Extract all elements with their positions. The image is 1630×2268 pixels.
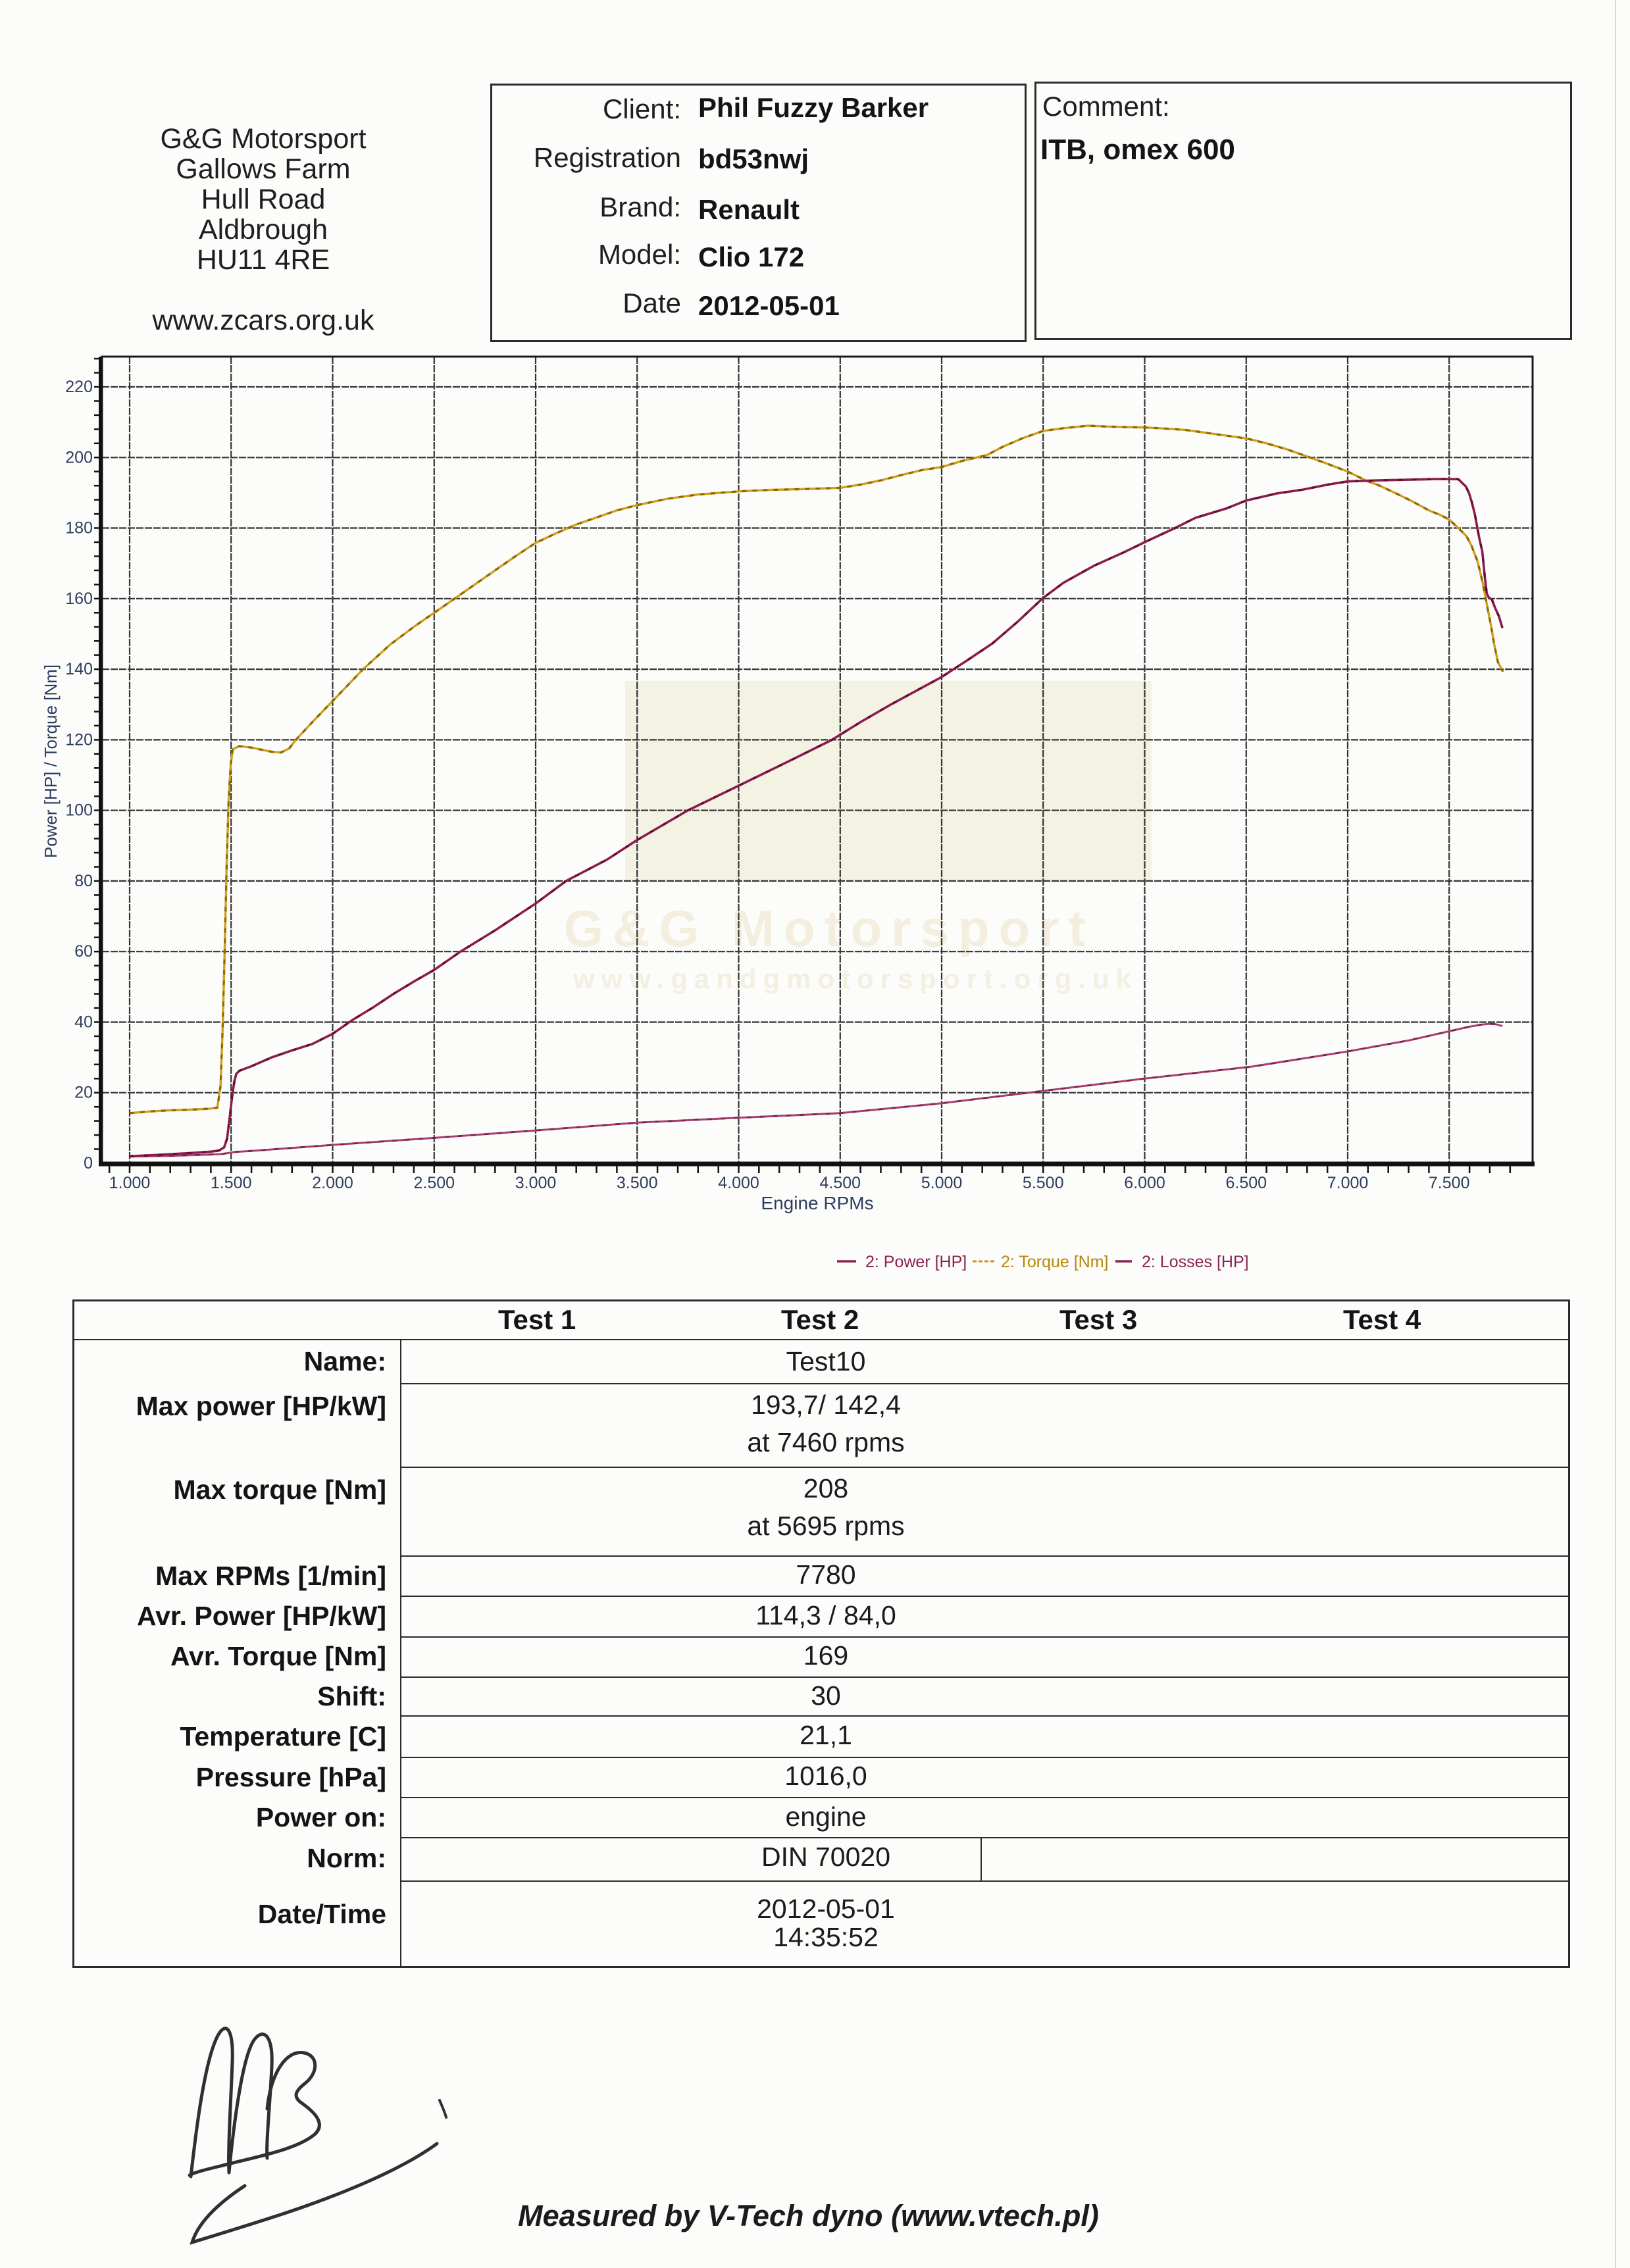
svg-text:3.000: 3.000 — [515, 1174, 557, 1192]
svg-text:140: 140 — [65, 660, 93, 678]
svg-text:60: 60 — [74, 942, 93, 961]
svg-text:120: 120 — [65, 730, 93, 749]
svg-text:80: 80 — [74, 872, 93, 890]
svg-text:6.500: 6.500 — [1226, 1174, 1267, 1192]
svg-text:5.000: 5.000 — [921, 1174, 963, 1192]
svg-text:4.000: 4.000 — [718, 1174, 759, 1192]
svg-text:100: 100 — [65, 801, 93, 820]
svg-text:7.500: 7.500 — [1429, 1174, 1470, 1192]
svg-text:6.000: 6.000 — [1124, 1174, 1165, 1192]
svg-text:www.gandgmotorsport.org.uk: www.gandgmotorsport.org.uk — [573, 963, 1138, 994]
svg-text:5.500: 5.500 — [1023, 1174, 1064, 1192]
svg-text:200: 200 — [65, 448, 93, 466]
svg-text:1.000: 1.000 — [109, 1174, 151, 1192]
svg-text:20: 20 — [74, 1084, 93, 1102]
svg-text:Engine RPMs: Engine RPMs — [761, 1193, 873, 1213]
svg-text:G&G Motorsport: G&G Motorsport — [564, 899, 1095, 957]
svg-text:0: 0 — [84, 1154, 93, 1172]
svg-text:1.500: 1.500 — [211, 1174, 252, 1192]
svg-text:4.500: 4.500 — [820, 1174, 861, 1192]
svg-text:2.500: 2.500 — [414, 1174, 455, 1192]
svg-text:2: Power [HP]: 2: Power [HP] — [865, 1253, 967, 1271]
svg-text:180: 180 — [65, 519, 93, 538]
svg-text:2: Torque [Nm]: 2: Torque [Nm] — [1001, 1253, 1109, 1271]
svg-text:7.000: 7.000 — [1327, 1174, 1369, 1192]
svg-text:220: 220 — [65, 378, 93, 396]
svg-text:2.000: 2.000 — [312, 1174, 353, 1192]
svg-text:3.500: 3.500 — [617, 1174, 658, 1192]
svg-text:160: 160 — [65, 590, 93, 608]
svg-text:2: Losses [HP]: 2: Losses [HP] — [1142, 1253, 1249, 1271]
svg-text:Power [HP] / Torque [Nm]: Power [HP] / Torque [Nm] — [41, 665, 61, 858]
svg-text:40: 40 — [74, 1013, 93, 1032]
